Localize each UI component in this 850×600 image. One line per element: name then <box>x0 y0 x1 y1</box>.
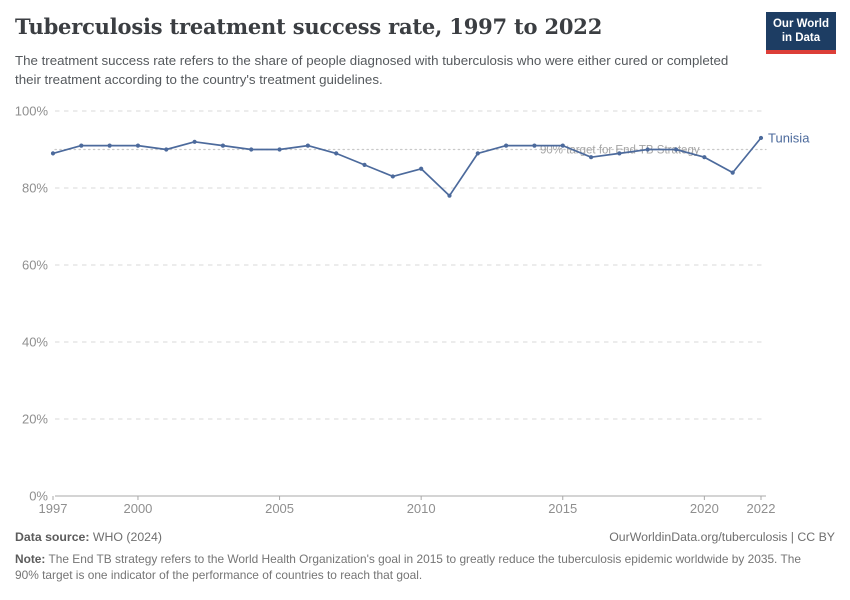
data-point <box>192 139 197 144</box>
chart-note: Note: The End TB strategy refers to the … <box>15 551 820 584</box>
owid-logo-line1: Our World <box>772 18 829 30</box>
owid-logo[interactable]: Our World in Data <box>765 12 836 54</box>
source-row: Data source: WHO (2024) OurWorldinData.o… <box>15 530 835 544</box>
data-point <box>702 155 707 160</box>
data-line-tunisia <box>52 137 762 197</box>
line-chart-svg: 0% 20% 40% 60% 80% 100% 1997 2000 2005 2010 2015 20… <box>15 104 810 517</box>
data-point <box>305 143 310 148</box>
data-point <box>277 147 282 152</box>
y-tick-label: 60% <box>22 258 48 273</box>
x-tick-label: 2000 <box>123 501 152 516</box>
y-tick-label: 0% <box>29 489 48 504</box>
y-tick-label: 40% <box>22 335 48 350</box>
page-title: Tuberculosis treatment success rate, 199… <box>15 14 603 39</box>
data-point <box>673 147 679 152</box>
data-point <box>758 135 764 141</box>
data-source-label: Data source: <box>15 530 90 544</box>
data-point <box>504 143 509 148</box>
x-tick-label: 2022 <box>747 501 776 516</box>
owid-logo-line2: in Data <box>781 32 821 45</box>
data-point <box>390 174 395 179</box>
data-point <box>220 143 226 148</box>
credit-link[interactable]: OurWorldinData.org/tuberculosis | CC BY <box>609 530 835 544</box>
data-point <box>164 147 169 152</box>
data-point <box>50 151 56 156</box>
data-point <box>447 193 452 198</box>
data-point <box>79 143 84 148</box>
data-point <box>107 143 112 148</box>
data-point <box>588 155 594 160</box>
chart-subtitle: The treatment success rate refers to the… <box>15 53 729 87</box>
data-point <box>334 151 339 156</box>
x-tick-label: 2015 <box>548 501 577 516</box>
data-point <box>419 166 424 171</box>
data-point <box>362 162 367 167</box>
data-point <box>645 147 650 152</box>
data-point <box>617 151 622 156</box>
y-tick-label: 80% <box>22 181 48 196</box>
line-chart: 0% 20% 40% 60% 80% 100% 1997 2000 2005 2010 2015 20… <box>15 104 810 517</box>
data-point <box>249 147 254 152</box>
data-point <box>475 151 480 156</box>
x-tick-label: 2005 <box>265 501 294 516</box>
x-tick-label: 2020 <box>690 501 719 516</box>
data-point <box>532 143 537 148</box>
chart-footer: Data source: WHO (2024) OurWorldinData.o… <box>15 530 835 584</box>
data-source-value: WHO (2024) <box>89 530 162 544</box>
data-point <box>135 143 141 148</box>
x-tick-label: 1997 <box>39 501 68 516</box>
data-point <box>560 143 565 148</box>
x-tick-label: 2010 <box>407 501 436 516</box>
note-value: The End TB strategy refers to the World … <box>15 552 801 583</box>
series-end-label: Tunisia <box>768 130 810 145</box>
data-point <box>730 170 735 175</box>
y-tick-label: 20% <box>22 412 48 427</box>
data-source: Data source: WHO (2024) <box>15 530 162 544</box>
y-tick-label: 100% <box>15 104 49 119</box>
note-label: Note: <box>15 552 46 566</box>
